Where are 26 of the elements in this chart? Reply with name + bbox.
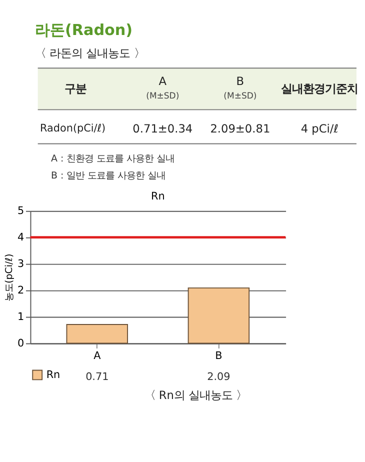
- text: 구분: [64, 82, 87, 96]
- text: 〈 라돈의 실내농도 〉: [34, 46, 145, 60]
- text: A : 친환경 도료를 사용한 실내: [51, 154, 175, 165]
- text: 〈 Rn의 실내농도 〉: [144, 388, 248, 402]
- text: 4 pCi/ℓ: [300, 121, 338, 136]
- data-label: 2.09: [207, 371, 230, 384]
- legend-label: Rn: [46, 368, 60, 381]
- y-tick-label: 1: [17, 311, 24, 324]
- text: A: [158, 74, 167, 88]
- y-tick-label: 2: [17, 284, 24, 297]
- data-label: 0.71: [86, 371, 109, 384]
- text: (M±SD): [146, 91, 180, 102]
- text: 라돈(Radon): [34, 21, 133, 40]
- y-tick-label: 0: [17, 338, 24, 350]
- text: B: [236, 74, 244, 88]
- text: B : 일반 도료를 사용한 실내: [51, 170, 166, 182]
- chart-title: Rn: [151, 190, 165, 203]
- y-tick-label: 5: [17, 205, 24, 218]
- y-tick-label: 4: [17, 232, 24, 244]
- text: (M±SD): [224, 91, 257, 102]
- text: 0.71±0.34: [132, 121, 193, 136]
- text: 실내환경기준치: [281, 82, 358, 96]
- y-tick-label: 3: [17, 258, 24, 270]
- text: 2.09±0.81: [210, 121, 270, 136]
- y-axis-title: 농도(pCi/ℓ): [4, 254, 15, 302]
- text: Radon(pCi/ℓ): [40, 122, 106, 134]
